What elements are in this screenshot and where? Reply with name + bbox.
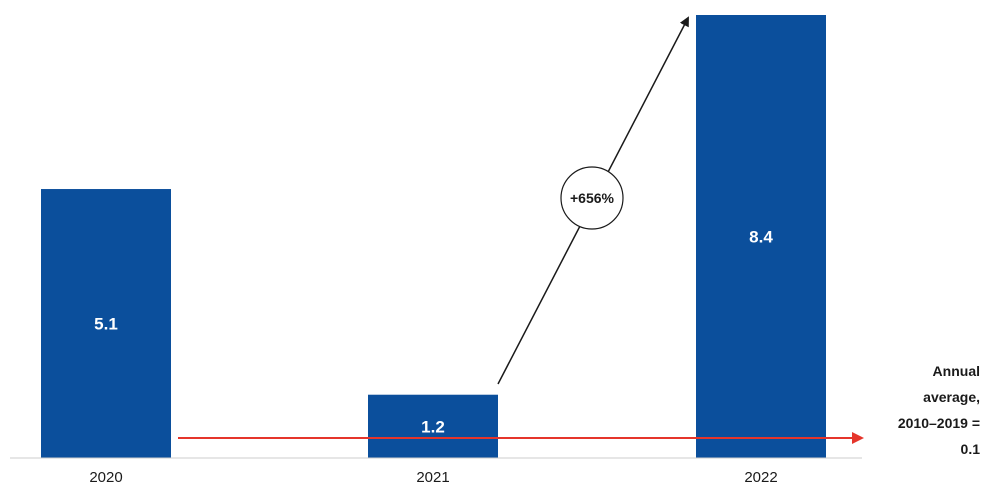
average-note: Annual average, 2010–2019 = 0.1	[898, 363, 980, 457]
value-label-2021: 1.2	[421, 417, 445, 436]
category-label-2022: 2022	[744, 469, 777, 486]
growth-label: +656%	[570, 190, 615, 206]
average-note-line-1: Annual	[933, 363, 980, 379]
bar-2021	[368, 394, 498, 458]
value-label-2020: 5.1	[94, 315, 118, 334]
average-note-line-3: 2010–2019 =	[898, 415, 980, 431]
growth-badge	[560, 166, 624, 230]
category-label-2021: 2021	[416, 469, 449, 486]
category-label-2020: 2020	[89, 469, 122, 486]
bar-2022	[696, 15, 826, 458]
average-note-line-4: 0.1	[961, 441, 981, 457]
bar-2020	[41, 189, 171, 459]
bars-group: 5.1 2020 1.2 2021 8.4 2022	[41, 15, 826, 486]
average-note-line-2: average,	[923, 389, 980, 405]
value-label-2022: 8.4	[749, 228, 773, 247]
